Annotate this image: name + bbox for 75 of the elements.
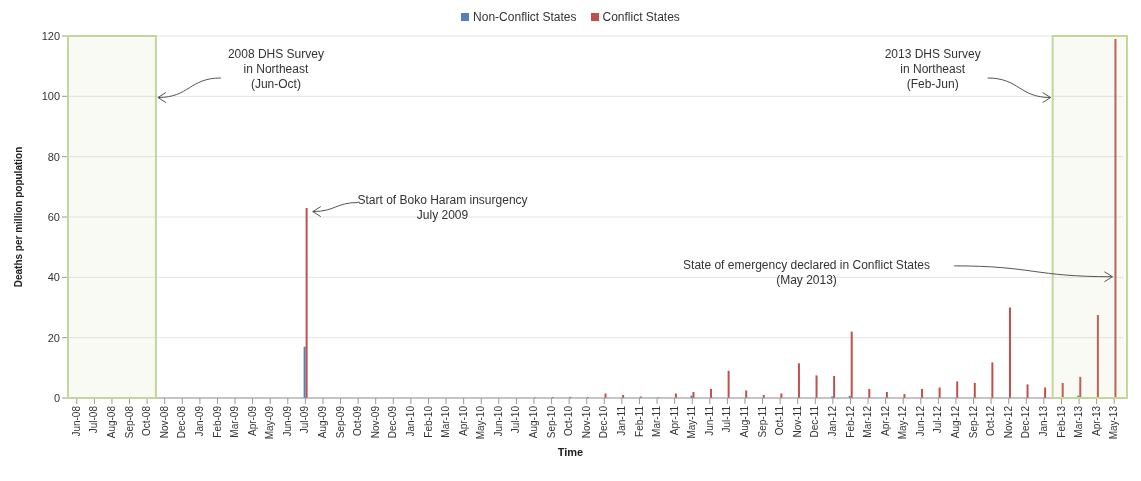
x-tick-label: Sep-12 [967,405,979,439]
x-tick-label: Dec-11 [809,405,821,438]
x-tick-label: Apr-09 [246,405,258,437]
x-tick-label: Mar-13 [1073,405,1085,438]
x-tick-label: Sep-10 [545,405,557,439]
x-tick-label: Feb-09 [211,405,223,438]
x-tick-label: Feb-13 [1055,405,1067,438]
x-tick-label: May-12 [897,405,909,440]
x-tick-label: Dec-08 [176,405,188,439]
y-tick-label: 60 [47,210,60,223]
x-tick-label: Feb-12 [844,405,856,438]
x-tick-label: Aug-12 [950,405,962,439]
x-tick-label: Oct-08 [141,405,153,437]
annotation: Start of Boko Haram insurgency July 2009 [357,193,528,223]
x-tick-label: Jan-12 [826,405,838,437]
x-tick-label: Jan-13 [1037,405,1049,437]
x-tick-label: Apr-10 [457,405,469,437]
y-tick-label: 0 [53,391,60,404]
x-axis-title: Time [556,446,585,458]
x-tick-label: Sep-08 [123,405,135,439]
x-tick-label: Jul-10 [510,405,522,434]
x-tick-label: Jul-08 [88,405,100,434]
x-tick-label: Mar-12 [862,405,874,438]
y-axis-title: Deaths per million population [12,146,24,288]
x-tick-label: Feb-10 [422,405,434,438]
x-tick-label: May-10 [475,405,487,440]
x-tick-label: Nov-10 [580,405,592,439]
band-label: 2013 DHS Survey in Northeast (Feb-Jun) [884,47,981,91]
x-tick-label: Aug-10 [528,405,540,439]
legend-label: Conflict States [601,9,680,26]
y-tick-label: 40 [47,271,60,284]
x-tick-label: Jan-11 [615,405,627,436]
x-tick-label: Aug-08 [106,405,118,439]
x-tick-label: Jan-10 [404,405,416,437]
x-tick-label: Aug-09 [317,405,329,439]
x-tick-label: Jul-09 [299,405,311,434]
x-tick-label: Sep-11 [756,405,768,438]
x-tick-label: Dec-10 [598,405,610,439]
y-tick-label: 120 [41,29,60,42]
x-tick-label: Oct-09 [352,405,364,437]
x-tick-label: Mar-10 [440,405,452,438]
x-tick-label: Apr-13 [1090,405,1102,437]
x-tick-label: Jan-09 [193,405,205,437]
y-tick-label: 100 [41,90,60,103]
x-tick-label: Jun-09 [281,405,293,437]
x-tick-label: Nov-08 [158,405,170,439]
x-tick-label: Apr-12 [879,405,891,437]
x-tick-label: Jun-12 [914,405,926,437]
x-tick-label: Oct-12 [985,405,997,437]
x-tick-label: Nov-09 [369,405,381,439]
x-tick-label: Dec-09 [387,405,399,439]
x-tick-label: Oct-10 [563,405,575,437]
x-tick-label: May-09 [264,405,276,440]
x-tick-label: Sep-09 [334,405,346,439]
y-tick-label: 80 [47,150,60,163]
x-tick-label: Aug-11 [739,405,751,438]
x-tick-label: Nov-12 [1002,405,1014,439]
y-tick-label: 20 [47,331,60,344]
x-tick-label: Jun-11 [703,405,715,436]
x-tick-label: Dec-12 [1020,405,1032,439]
x-tick-label: Jul-12 [932,405,944,434]
legend-label: Non-Conflict States [472,9,577,26]
x-tick-label: Oct-11 [774,405,786,436]
x-tick-label: Jun-10 [492,405,504,437]
x-tick-label: Mar-11 [651,405,663,437]
x-tick-label: May-13 [1108,405,1120,440]
x-tick-label: Feb-11 [633,405,645,437]
x-tick-label: May-11 [686,405,698,439]
x-tick-label: Mar-09 [229,405,241,438]
annotation: State of emergency declared in Conflict States (May 2013) [683,258,930,288]
x-tick-label: Apr-11 [668,405,680,436]
x-tick-label: Nov-11 [791,405,803,438]
x-tick-label: Jun-08 [70,405,82,437]
band-label: 2008 DHS Survey in Northeast (Jun-Oct) [227,47,324,91]
x-tick-label: Jul-11 [721,405,733,433]
